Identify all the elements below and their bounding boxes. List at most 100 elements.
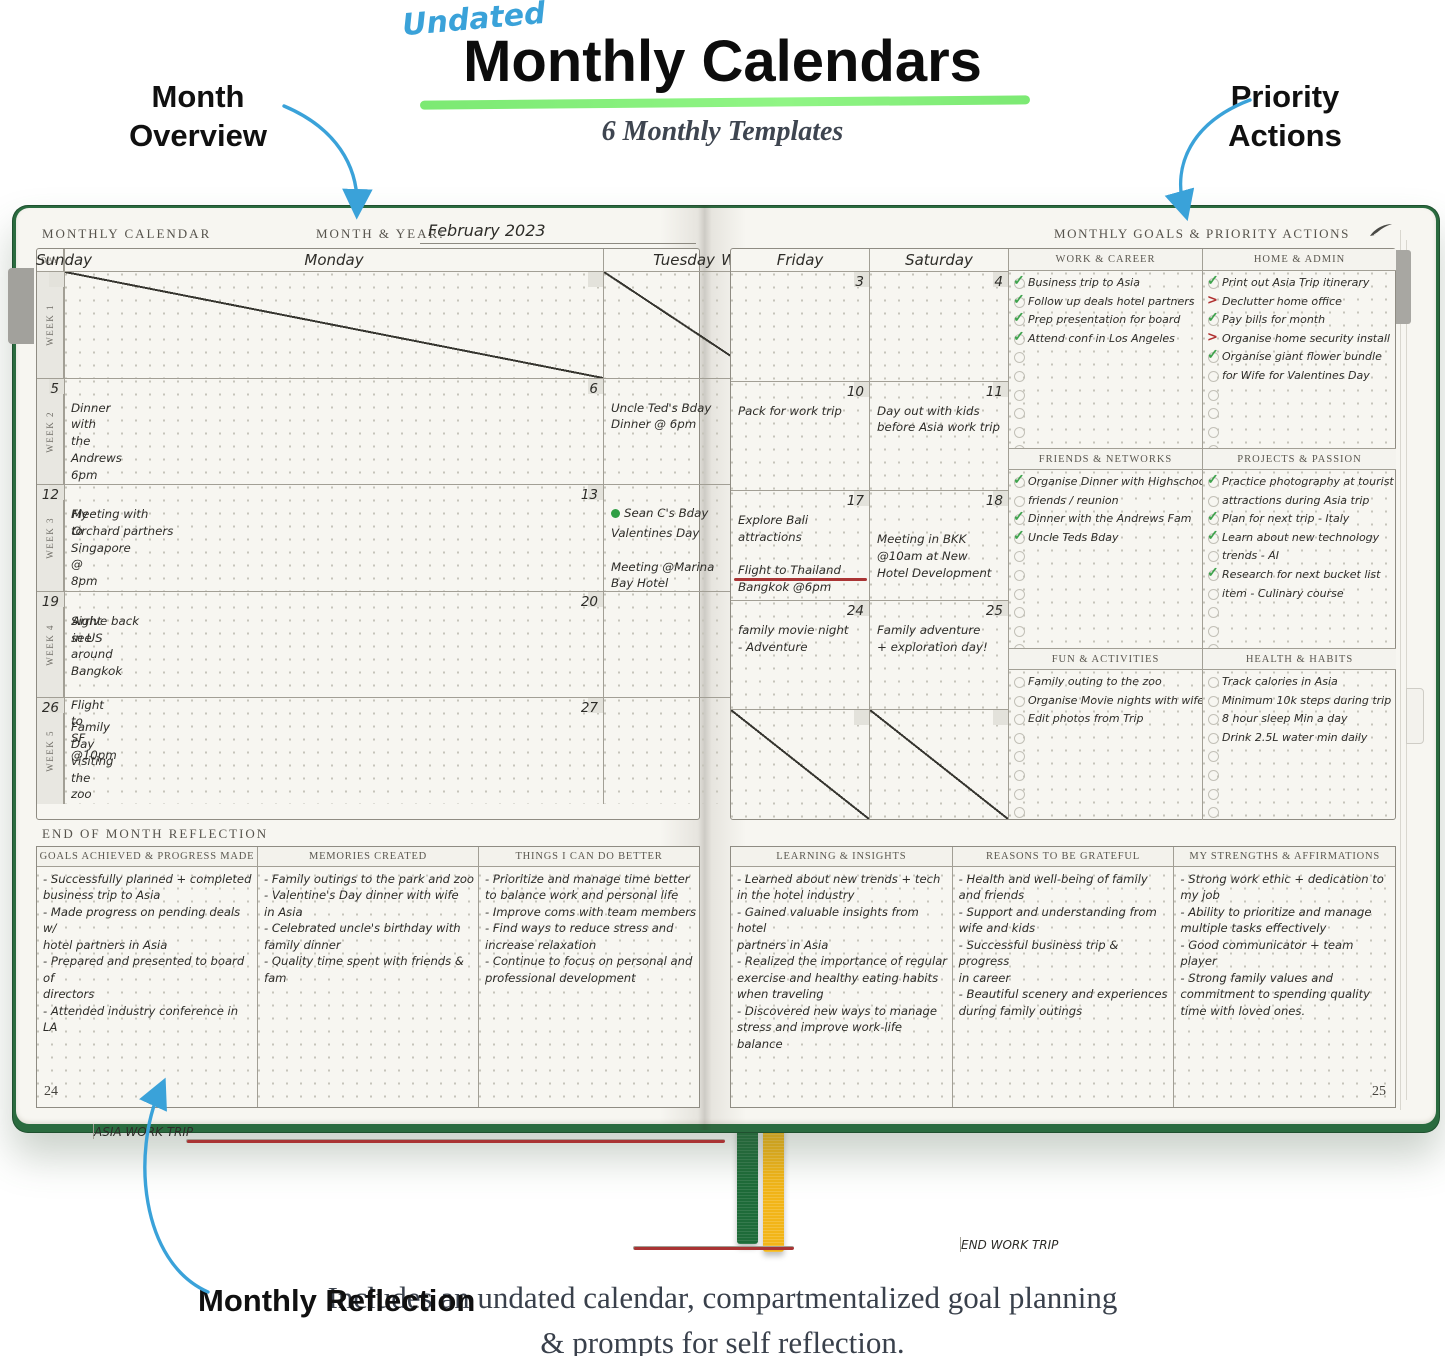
page-number-left: 24 (44, 1084, 58, 1099)
check-icon (1207, 527, 1222, 547)
monthly-calendar-grid: DAY Sunday Monday Tuesday Wednesday Thur… (36, 248, 1058, 1252)
open-circle-icon (1013, 673, 1028, 691)
bookmark-ribbon-yellow (763, 1126, 784, 1252)
checklist-item: Family outing to the zoo (1013, 673, 1201, 692)
empty-checklist-row (1207, 640, 1395, 648)
open-circle-icon (1207, 673, 1222, 691)
month-year-label: MONTH & YEAR: (316, 226, 445, 241)
open-circle-icon (1207, 404, 1222, 422)
section-title-fun-activities: FUN & ACTIVITIES (1051, 654, 1160, 665)
goals-panel: WORK & CAREER HOME & ADMIN Business trip… (1008, 249, 1396, 820)
empty-checklist-row (1013, 404, 1201, 423)
empty-checklist-row (1207, 803, 1395, 820)
checklist-item: Organise Movie nights with wife (1013, 692, 1202, 711)
empty-checklist-row (1013, 603, 1201, 622)
checklist-item: attractions during Asia trip (1207, 492, 1395, 511)
section-title-home-admin: HOME & ADMIN (1202, 249, 1396, 270)
goals-header-row: FUN & ACTIVITIES HEALTH & HABITS (1009, 648, 1396, 670)
trip-line-asia-start (186, 1138, 725, 1143)
checklist-item: item - Culinary course (1207, 585, 1395, 604)
check-icon (1013, 309, 1028, 329)
calendar-cell-feb3: 3 (731, 271, 869, 381)
reflection-col-grateful: REASONS TO BE GRATEFUL - Health and well… (951, 847, 1174, 1107)
right-index-tab (1396, 250, 1411, 324)
checklist-item: Business trip to Asia (1013, 272, 1201, 293)
check-icon (1013, 328, 1028, 348)
empty-checklist-row (1207, 423, 1395, 442)
reflection-table-left: GOALS ACHIEVED & PROGRESS MADE - Success… (36, 846, 700, 1108)
reflection-col-do-better: THINGS I CAN DO BETTER - Prioritize and … (478, 847, 699, 1107)
open-circle-icon (1013, 404, 1028, 422)
product-caption: Includes an undated calendar, compartmen… (327, 1280, 1118, 1356)
callout-month-overview: Month Overview (129, 79, 267, 153)
checklist-item: for Wife for Valentines Day (1207, 367, 1395, 386)
calendar-cell-crossed (49, 271, 64, 378)
check-icon (1013, 291, 1028, 311)
open-circle-icon (1207, 729, 1222, 747)
checklist-item: Prep presentation for board (1013, 309, 1201, 330)
projects-passion-list: Practice photography at tourist attracti… (1202, 470, 1396, 648)
reflection-col-goals-achieved: GOALS ACHIEVED & PROGRESS MADE - Success… (37, 847, 257, 1107)
open-circle-icon (1207, 785, 1222, 803)
open-circle-icon (1013, 603, 1028, 621)
calendar-cell-crossed (731, 709, 869, 819)
goals-header-row: FRIENDS & NETWORKS PROJECTS & PASSION (1009, 448, 1396, 470)
open-circle-icon (1013, 803, 1028, 820)
calendar-cell-feb6: 6 (64, 377, 603, 485)
open-circle-icon (1013, 692, 1028, 710)
checklist-item: Uncle Teds Bday (1013, 527, 1201, 548)
calendar-cell-feb11: 11 Day out with kids before Asia work tri… (869, 380, 1008, 491)
open-circle-icon (1013, 367, 1028, 385)
checklist-item: Minimum 10k steps during trip (1207, 692, 1395, 711)
calendar-cell-feb17: 17 Explore Bali attractions Flight to Tha… (731, 490, 869, 600)
empty-checklist-row (1013, 785, 1201, 804)
empty-checklist-row (1207, 785, 1395, 804)
checklist-item: Follow up deals hotel partners (1013, 291, 1201, 312)
reflection-table-right: LEARNING & INSIGHTS - Learned about new … (730, 846, 1396, 1108)
checklist-item: Learn about new technology (1207, 527, 1395, 548)
reflection-col-strengths: MY STRENGTHS & AFFIRMATIONS - Strong wor… (1173, 847, 1396, 1107)
asia-work-trip-banner: ASIA WORK TRIP (93, 1123, 193, 1139)
open-circle-icon (1013, 622, 1028, 640)
calendar-cell-feb25: 25 Family adventure + exploration day! (869, 599, 1008, 710)
open-circle-icon (1207, 547, 1222, 565)
birthday-entry: Sean C's Bday (611, 505, 762, 522)
page-stack-edge (1406, 240, 1407, 1100)
open-circle-icon (1207, 692, 1222, 710)
open-circle-icon (1013, 386, 1028, 404)
section-title-work-career: WORK & CAREER (1055, 254, 1156, 265)
checklist-item: 8 hour sleep Min a day (1207, 710, 1395, 729)
open-circle-icon (1013, 492, 1028, 510)
empty-checklist-row (1013, 803, 1201, 820)
health-habits-list: Track calories in Asia Minimum 10k steps… (1202, 670, 1396, 820)
open-circle-icon (1013, 747, 1028, 765)
check-icon (1207, 309, 1222, 329)
right-page-tab (1406, 688, 1424, 744)
open-circle-icon (1207, 423, 1222, 441)
empty-checklist-row (1207, 603, 1395, 622)
checklist-item: Edit photos from Trip (1013, 710, 1201, 729)
defer-arrow-icon (1207, 293, 1222, 311)
check-icon (1013, 272, 1028, 292)
page-number-right: 25 (1372, 1084, 1386, 1099)
day-corner-label: DAY (40, 255, 60, 265)
empty-checklist-row (1207, 441, 1395, 448)
check-icon (1207, 508, 1222, 528)
friday-saturday-grid: Friday Saturday 3 4 10 Pack for work trip… (731, 249, 1008, 819)
check-icon (1013, 527, 1028, 547)
calendar-cell-crossed (869, 709, 1008, 819)
friends-networks-list: Organise Dinner with Highschool friends … (1009, 470, 1202, 648)
open-circle-icon (1207, 747, 1222, 765)
week-label: WEEK 3 (37, 484, 63, 591)
open-circle-icon (1013, 423, 1028, 441)
empty-checklist-row (1207, 766, 1395, 785)
check-icon (1207, 272, 1222, 292)
reflection-title: END OF MONTH REFLECTION (42, 826, 269, 841)
empty-checklist-row (1013, 640, 1201, 648)
empty-checklist-row (1207, 386, 1395, 405)
checklist-item: Organise giant flower bundle (1207, 346, 1395, 367)
green-dot-icon (611, 509, 620, 519)
trip-line-asia-end (633, 1245, 794, 1250)
empty-checklist-row (1013, 423, 1201, 442)
